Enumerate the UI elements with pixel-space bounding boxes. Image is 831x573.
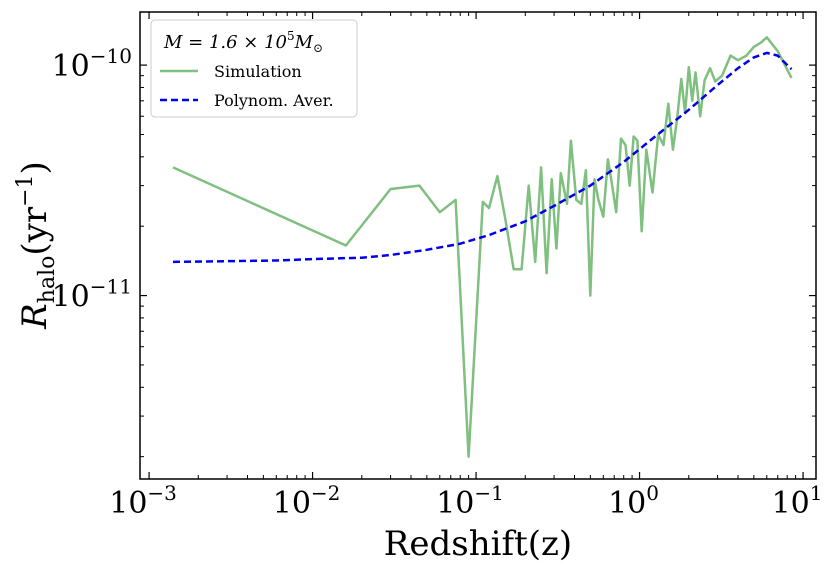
x-tick-label: 10−3	[109, 481, 177, 521]
legend-label-polynom: Polynom. Aver.	[214, 91, 334, 110]
legend-label-simulation: Simulation	[214, 62, 302, 81]
series-layer	[172, 36, 793, 458]
x-tick-label: 100	[608, 481, 659, 521]
legend-title: M = 1.6 × 105M⊙	[163, 29, 323, 55]
y-axis-title-base: R	[15, 303, 55, 330]
x-tick-label-exp: −3	[147, 481, 176, 505]
x-tick-label-exp: −1	[474, 481, 503, 505]
plot-frame	[139, 11, 817, 480]
x-tick-label-base: 10	[109, 486, 147, 521]
x-axis-title: Redshift(z)	[384, 524, 572, 564]
y-tick-label: 10−10	[52, 44, 132, 84]
legend-box	[150, 19, 358, 118]
y-tick-label-base: 10	[52, 49, 90, 84]
x-tick-label-base: 10	[273, 486, 311, 521]
x-tick-label-exp: 1	[810, 481, 823, 505]
legend-title-m: M	[294, 32, 314, 53]
x-tick-label-exp: 0	[646, 481, 659, 505]
legend: M = 1.6 × 105M⊙ Simulation Polynom. Aver…	[150, 19, 358, 118]
y-axis-title: Rhalo(yr−1)	[13, 161, 60, 330]
y-tick-label-exp: −10	[90, 44, 132, 68]
y-tick-label-exp: −11	[90, 275, 132, 299]
x-tick-label-exp: −2	[311, 481, 340, 505]
x-tick-label: 101	[772, 481, 823, 521]
y-tick-label: 10−11	[52, 275, 132, 315]
x-tick-label: 10−1	[436, 481, 504, 521]
y-axis-title-open: (yr	[15, 206, 55, 255]
y-tick-label-base: 10	[52, 280, 90, 315]
y-axis-title-sup: −1	[13, 174, 38, 206]
legend-title-sub: ⊙	[313, 41, 323, 55]
series-line-simulation	[172, 36, 793, 458]
legend-title-lhs: M = 1.6 × 10	[163, 32, 287, 53]
legend-title-sup: 5	[287, 29, 295, 43]
y-axis-title-sub: halo	[35, 256, 60, 304]
y-axis-title-close: )	[15, 161, 55, 174]
series-line-polynom-aver	[172, 51, 793, 264]
x-tick-label-base: 10	[772, 486, 810, 521]
x-tick-label: 10−2	[273, 481, 341, 521]
x-tick-label-base: 10	[608, 486, 646, 521]
x-tick-label-base: 10	[436, 486, 474, 521]
